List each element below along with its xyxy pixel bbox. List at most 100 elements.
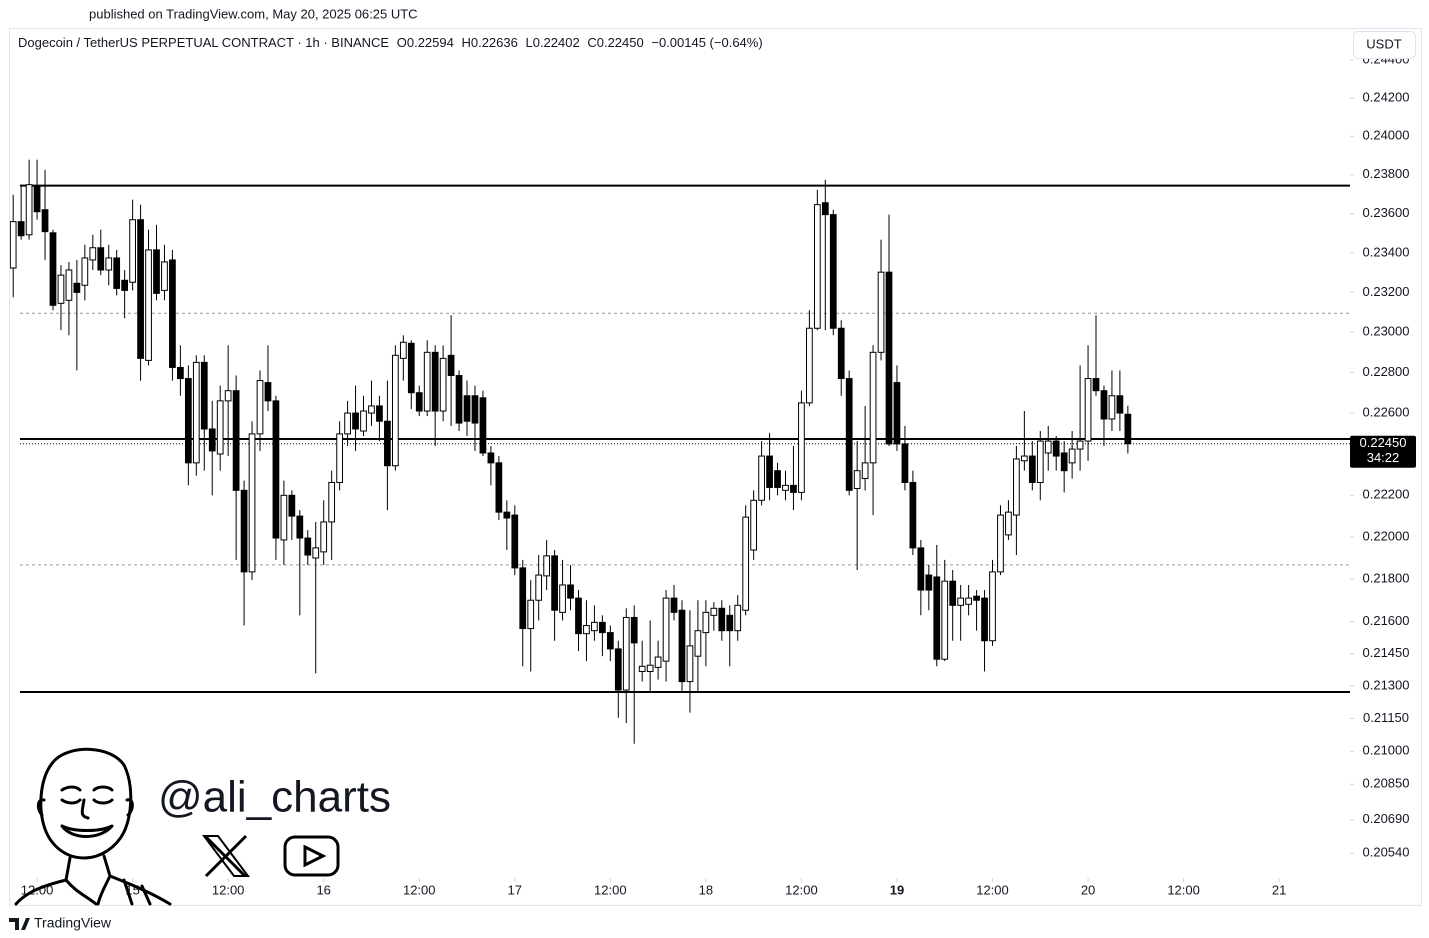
candle-body	[527, 599, 535, 630]
candle-body	[153, 249, 160, 294]
candle-body	[965, 597, 972, 605]
candle-body	[296, 515, 304, 539]
candle-body	[1084, 378, 1092, 442]
candle-body	[336, 433, 343, 483]
x-tick-label: 12:00	[976, 882, 1009, 897]
countdown: 34:22	[1367, 450, 1400, 465]
x-tick-label: 12:00	[1167, 882, 1200, 897]
x-tick-label: 20	[1081, 882, 1095, 897]
candle-body	[798, 402, 805, 493]
candle-body	[885, 271, 893, 445]
candle-body	[917, 547, 925, 591]
candle-body	[121, 279, 129, 291]
candle-body	[73, 282, 81, 293]
change: −0.00145 (−0.64%)	[651, 35, 762, 50]
candle-body	[423, 351, 431, 412]
candle-body	[1005, 511, 1012, 536]
y-tick-label: 0.22200	[1363, 487, 1410, 502]
candle-body	[352, 412, 359, 430]
candle-body	[10, 221, 17, 269]
legend-row: Dogecoin / TetherUS PERPETUAL CONTRACT ·…	[18, 35, 763, 50]
candle-body	[487, 452, 495, 464]
currency-button[interactable]	[1353, 31, 1416, 59]
chart-frame	[9, 28, 1422, 906]
candle-body	[877, 271, 885, 353]
candle-body	[997, 514, 1004, 573]
candle-body	[137, 219, 144, 359]
candle-body	[1092, 378, 1100, 392]
candle-body	[853, 470, 861, 489]
candle-body	[670, 597, 678, 613]
candle-body	[1124, 413, 1132, 445]
y-tick-label: 0.23400	[1363, 244, 1410, 259]
candle-body	[821, 202, 829, 216]
candle-body	[463, 395, 471, 422]
footer-brand: TradingView	[34, 915, 112, 931]
candle-body	[33, 185, 41, 213]
candle-body	[925, 574, 933, 591]
candle-body	[845, 378, 853, 491]
candle-body	[161, 261, 168, 291]
candle-body	[1044, 440, 1052, 454]
candle-body	[391, 354, 399, 467]
candle-body	[232, 390, 240, 491]
x-tick-label: 21	[1272, 882, 1286, 897]
candle-body	[49, 232, 57, 306]
candle-body	[224, 390, 232, 402]
candle-body	[248, 433, 256, 573]
candle-body	[861, 462, 869, 480]
candle-body	[177, 366, 184, 380]
x-tick-label: 17	[508, 882, 522, 897]
candle-body	[17, 221, 25, 237]
candle-body	[622, 616, 630, 691]
candle-body	[583, 625, 590, 635]
candle-body	[1116, 395, 1124, 414]
candle-body	[256, 380, 264, 435]
avatar	[14, 747, 172, 906]
candle-body	[495, 462, 503, 513]
y-tick-label: 0.21000	[1363, 743, 1410, 758]
candle-body	[1052, 440, 1060, 457]
candle-body	[399, 341, 407, 359]
candle-body	[686, 645, 694, 683]
candle-body	[1013, 458, 1020, 516]
y-tick-label: 0.24200	[1363, 89, 1410, 104]
candle-body	[551, 555, 558, 611]
candle-body	[360, 410, 367, 432]
x-tick-label: 12:00	[403, 882, 436, 897]
candle-body	[471, 395, 479, 424]
candle-body	[599, 621, 606, 634]
candle-body	[503, 511, 511, 519]
candle-body	[638, 665, 646, 672]
candle-body	[678, 609, 686, 683]
candle-body	[1020, 455, 1028, 462]
candle-body	[901, 443, 909, 483]
candle-body	[1028, 455, 1036, 483]
candle-body	[742, 516, 750, 611]
candle-body	[646, 664, 654, 672]
candle-body	[973, 595, 980, 601]
y-tick-label: 0.21450	[1363, 645, 1410, 660]
candle-body	[1068, 448, 1076, 464]
candle-body	[272, 400, 280, 539]
x-tick-label: 16	[316, 882, 330, 897]
candle-body	[455, 375, 463, 424]
candle-body	[957, 597, 965, 606]
candle-body	[813, 204, 821, 329]
candle-body	[734, 604, 742, 632]
candle-body	[439, 357, 447, 412]
candle-body	[511, 514, 519, 569]
ohlc-open: O0.22594	[397, 35, 454, 50]
currency[interactable]: USDT	[1366, 36, 1401, 51]
candle-body	[829, 214, 837, 329]
footer-logo	[9, 918, 30, 930]
x-tick-label: 18	[699, 882, 713, 897]
candle-body	[65, 269, 73, 301]
y-tick-label: 0.22600	[1363, 405, 1410, 420]
y-tick-label: 0.21800	[1363, 570, 1410, 585]
candle-body	[519, 567, 527, 630]
last-price-label: 0.22450	[1360, 435, 1407, 450]
candle-body	[766, 455, 773, 488]
candle-body	[567, 584, 574, 599]
